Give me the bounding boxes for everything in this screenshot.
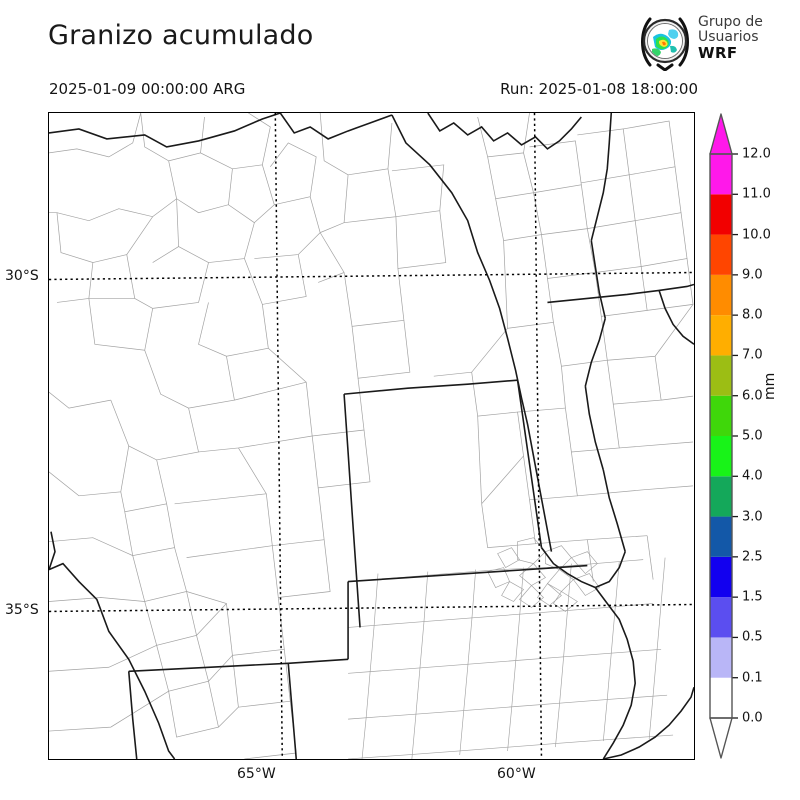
run-time-label: Run: 2025-01-08 18:00:00 (500, 80, 698, 98)
colorbar[interactable]: 0.0 0.1 0.5 1.5 2.5 3.0 4.0 5.0 6.0 7.0 8.0 9.0 10.0… (706, 112, 771, 760)
colorbar-tick-label-10.0: 10.0 (742, 227, 771, 243)
logo-line-3: WRF (698, 44, 738, 63)
colorbar-outline (709, 153, 733, 719)
colorbar-tick-label-6.0: 6.0 (742, 388, 763, 404)
province-boundaries (49, 113, 694, 759)
colorbar-tick-label-8.0: 8.0 (742, 307, 763, 323)
logo-line-2: Usuarios (698, 29, 759, 46)
lat-tick-label-30s: 30°S (5, 268, 39, 284)
colorbar-band-4-5 (710, 436, 732, 477)
colorbar-over-arrow (709, 113, 733, 155)
gridline-lon-60w (533, 113, 543, 759)
colorbar-band-0.1-0.5 (710, 637, 732, 678)
colorbar-canvas (709, 113, 738, 759)
lat-tick-label-35s: 35°S (5, 602, 39, 618)
colorbar-tick-label-0.5: 0.5 (742, 629, 763, 645)
lon-tick-label-60w: 60°W (497, 766, 536, 782)
department-boundaries-central (174, 113, 447, 759)
colorbar-tick-label-3.0: 3.0 (742, 509, 763, 525)
colorbar-band-6-7 (710, 355, 732, 396)
colorbar-under-arrow (709, 717, 733, 759)
logo-line-1: Grupo de (698, 14, 763, 30)
map-plot-area[interactable] (48, 112, 695, 760)
colorbar-ticks (732, 153, 738, 719)
colorbar-band-11-12 (710, 154, 732, 195)
graticule-lines (49, 113, 694, 759)
map-canvas (49, 113, 694, 759)
globe-seal-emblem-icon (636, 13, 694, 72)
department-boundaries (49, 113, 321, 738)
colorbar-tick-label-9.0: 9.0 (742, 267, 763, 283)
gridline-lon-65w (274, 113, 284, 759)
colorbar-band-0-0.1 (710, 677, 732, 718)
lon-tick-label-65w: 65°W (237, 766, 276, 782)
colorbar-bands (710, 154, 732, 718)
colorbar-tick-label-5.0: 5.0 (742, 428, 763, 444)
colorbar-band-3-4 (710, 476, 732, 517)
colorbar-tick-label-7.0: 7.0 (742, 347, 763, 363)
colorbar-band-0.5-1.5 (710, 597, 732, 638)
colorbar-band-2.5-3 (710, 516, 732, 557)
colorbar-band-5-6 (710, 395, 732, 436)
colorbar-band-1.5-2.5 (710, 556, 732, 598)
colorbar-tick-label-12.0: 12.0 (742, 146, 771, 162)
page-title: Granizo acumulado (48, 20, 314, 51)
colorbar-units-label: mm (762, 372, 778, 400)
wrf-user-group-logo: Grupo de Usuarios WRF (636, 13, 796, 72)
colorbar-band-8-9 (710, 274, 732, 316)
department-boundaries-ne (433, 113, 694, 582)
colorbar-tick-label-2.5: 2.5 (742, 549, 763, 565)
colorbar-tick-label-0.0: 0.0 (742, 710, 763, 726)
colorbar-band-7-8 (710, 315, 732, 356)
colorbar-tick-label-11.0: 11.0 (742, 186, 771, 202)
valid-time-label: 2025-01-09 00:00:00 ARG (49, 80, 246, 98)
logo-text: Grupo de Usuarios WRF (698, 14, 763, 63)
colorbar-band-9-10 (710, 234, 732, 275)
colorbar-band-10-11 (710, 194, 732, 235)
colorbar-tick-label-1.5: 1.5 (742, 589, 763, 605)
colorbar-tick-label-4.0: 4.0 (742, 468, 763, 484)
colorbar-tick-label-0.1: 0.1 (742, 670, 763, 686)
